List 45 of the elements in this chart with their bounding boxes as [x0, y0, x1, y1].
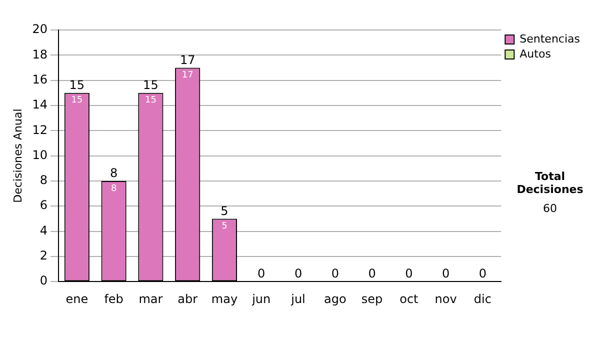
- x-tick-label: may: [211, 292, 238, 306]
- total-label: 0: [478, 266, 487, 281]
- x-tick-label: feb: [104, 292, 124, 306]
- data-label: 8: [110, 184, 117, 194]
- text: Total Decisiones: [516, 170, 584, 196]
- x-tick-label: mar: [138, 292, 163, 306]
- total-label: 0: [294, 266, 302, 281]
- total-label: 8: [110, 166, 118, 180]
- total-label: 0: [405, 266, 413, 281]
- x-tick-label: ene: [66, 292, 88, 306]
- text: 60: [542, 202, 558, 215]
- data-label: 15: [71, 96, 83, 106]
- total-label: 5: [220, 204, 228, 218]
- y-tick-label: 4: [40, 223, 48, 238]
- data-label: 5: [222, 222, 228, 232]
- x-tick-label: nov: [434, 292, 457, 306]
- y-tick-label: 8: [40, 173, 48, 188]
- total-label: 15: [143, 78, 158, 92]
- legend-label: Autos: [520, 47, 552, 60]
- data-label: 17: [182, 70, 194, 81]
- total-label: 0: [331, 266, 339, 281]
- y-tick-label: 0: [40, 274, 48, 288]
- total-label: 17: [180, 52, 196, 67]
- x-tick-label: jul: [290, 292, 306, 306]
- total-label: 15: [69, 78, 85, 92]
- y-tick-label: 14: [32, 98, 48, 112]
- legend-label: Sentencias: [520, 32, 580, 46]
- x-tick-label: jun: [251, 292, 271, 306]
- y-tick-label: 18: [32, 47, 48, 62]
- x-tick-label: oct: [400, 292, 419, 306]
- y-tick-label: 2: [40, 248, 48, 263]
- data-label: 15: [144, 96, 156, 106]
- x-tick-label: ago: [324, 292, 346, 306]
- y-axis-title: Decisiones Anual: [11, 108, 24, 203]
- x-tick-label: abr: [178, 292, 198, 306]
- total-label: 0: [368, 266, 376, 281]
- y-tick-label: 12: [32, 122, 48, 137]
- y-tick-label: 20: [32, 22, 48, 36]
- y-tick-label: 16: [32, 72, 48, 86]
- total-label: 0: [442, 266, 450, 281]
- x-tick-label: dic: [474, 292, 492, 306]
- y-tick-label: 10: [32, 148, 48, 162]
- total-label: 0: [258, 266, 266, 281]
- y-tick-label: 6: [40, 198, 48, 212]
- x-tick-label: sep: [361, 292, 383, 306]
